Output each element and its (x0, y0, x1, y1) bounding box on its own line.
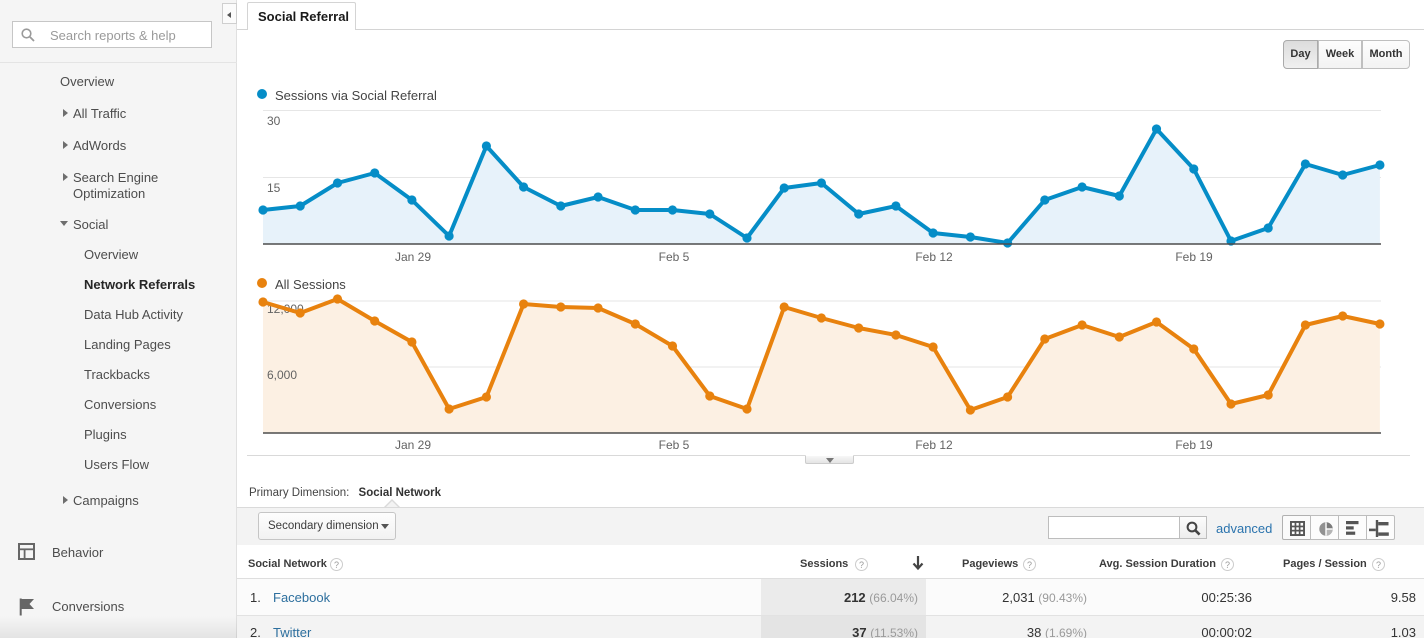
svg-text:15: 15 (267, 181, 281, 195)
svg-text:Feb 5: Feb 5 (659, 438, 690, 452)
svg-text:Feb 19: Feb 19 (1175, 250, 1213, 264)
svg-text:Jan 29: Jan 29 (395, 438, 431, 452)
svg-text:6,000: 6,000 (267, 368, 297, 382)
svg-text:Feb 19: Feb 19 (1175, 438, 1213, 452)
svg-text:Feb 12: Feb 12 (915, 438, 953, 452)
svg-text:Feb 12: Feb 12 (915, 250, 953, 264)
svg-text:Feb 5: Feb 5 (659, 250, 690, 264)
svg-text:Jan 29: Jan 29 (395, 250, 431, 264)
svg-text:30: 30 (267, 114, 281, 128)
